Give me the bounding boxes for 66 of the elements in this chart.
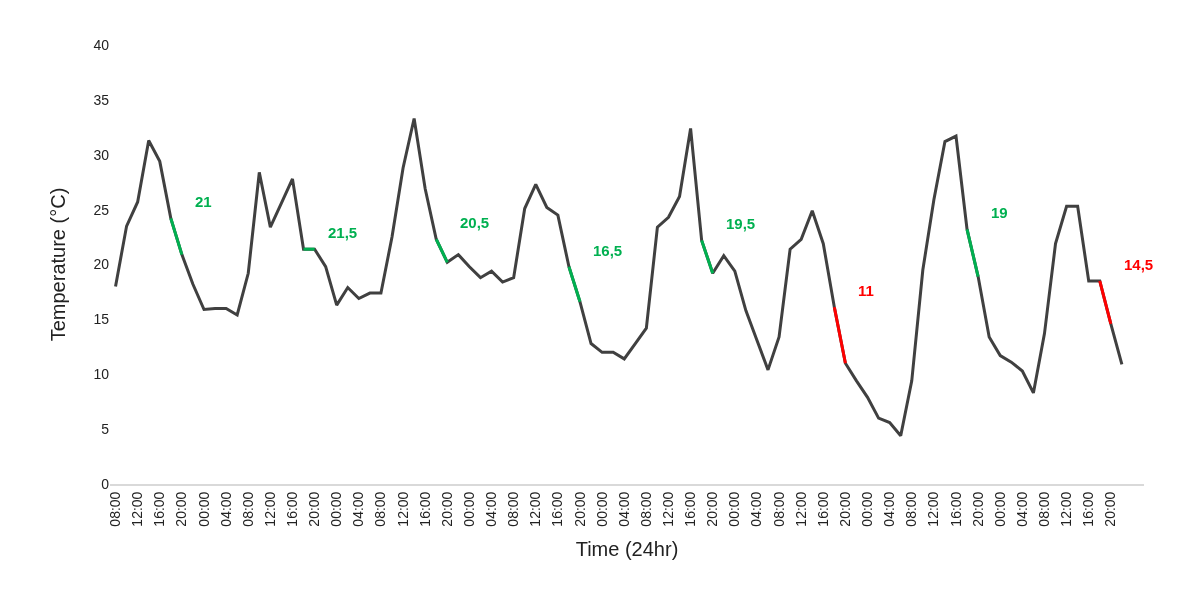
x-tick-label: 20:00 [438,491,455,527]
annotation: 14,5 [1124,256,1154,273]
x-tick-label: 00:00 [991,491,1008,527]
x-tick-label: 16:00 [947,491,964,527]
x-tick-label: 12:00 [527,491,544,527]
annotation: 21 [195,193,212,210]
x-tick-label: 20:00 [173,491,190,527]
y-tick-label: 20 [93,256,110,273]
x-tick-label: 20:00 [704,491,721,527]
x-tick-label: 12:00 [792,491,809,527]
annotation: 19,5 [726,215,756,232]
x-tick-label: 04:00 [483,491,500,527]
x-tick-label: 16:00 [549,491,566,527]
annotation: 11 [858,282,874,299]
y-tick-label: 25 [93,201,110,218]
y-tick-label: 5 [101,421,110,438]
x-tick-label: 20:00 [969,491,986,527]
y-tick-label: 40 [93,36,110,53]
x-tick-label: 12:00 [925,491,942,527]
x-tick-label: 16:00 [814,491,831,527]
y-tick-label: 10 [93,366,110,383]
x-tick-label: 12:00 [394,491,411,527]
x-tick-label: 04:00 [1013,491,1030,527]
annotation: 19 [991,204,1008,221]
annotation: 16,5 [593,242,623,259]
x-tick-label: 16:00 [682,491,699,527]
y-tick-label: 0 [101,475,110,492]
x-tick-label: 08:00 [372,491,389,527]
x-tick-label: 04:00 [748,491,765,527]
x-tick-label: 08:00 [505,491,522,527]
x-tick-label: 04:00 [615,491,632,527]
x-tick-label: 16:00 [151,491,168,527]
x-tick-label: 08:00 [637,491,654,527]
y-axis-title: Temperature (°C) [46,187,69,342]
y-tick-label: 30 [93,146,110,163]
y-tick-label: 15 [93,311,110,328]
x-tick-label: 00:00 [195,491,212,527]
x-tick-label: 12:00 [660,491,677,527]
x-tick-label: 00:00 [726,491,743,527]
x-tick-label: 20:00 [306,491,323,527]
x-tick-label: 04:00 [881,491,898,527]
x-tick-label: 08:00 [903,491,920,527]
line-series [114,117,1124,438]
annotation: 20,5 [460,214,490,231]
x-tick-label: 20:00 [1102,491,1119,527]
x-tick-label: 00:00 [328,491,345,527]
annotation: 21,5 [328,224,358,241]
x-tick-label: 16:00 [1080,491,1097,527]
x-tick-label: 00:00 [859,491,876,527]
x-axis-title: Time (24hr) [575,537,679,560]
x-tick-label: 20:00 [836,491,853,527]
x-tick-label: 00:00 [460,491,477,527]
x-tick-label: 08:00 [1036,491,1053,527]
x-tick-label: 08:00 [239,491,256,527]
x-tick-label: 00:00 [593,491,610,527]
x-tick-label: 16:00 [416,491,433,527]
x-tick-label: 16:00 [284,491,301,527]
x-tick-label: 12:00 [1058,491,1075,527]
y-tick-label: 35 [93,91,110,108]
x-tick-label: 08:00 [107,491,124,527]
x-tick-label: 12:00 [129,491,146,527]
x-tick-label: 20:00 [571,491,588,527]
x-tick-label: 12:00 [261,491,278,527]
x-tick-label: 08:00 [770,491,787,527]
x-tick-label: 04:00 [350,491,367,527]
x-tick-label: 04:00 [217,491,234,527]
